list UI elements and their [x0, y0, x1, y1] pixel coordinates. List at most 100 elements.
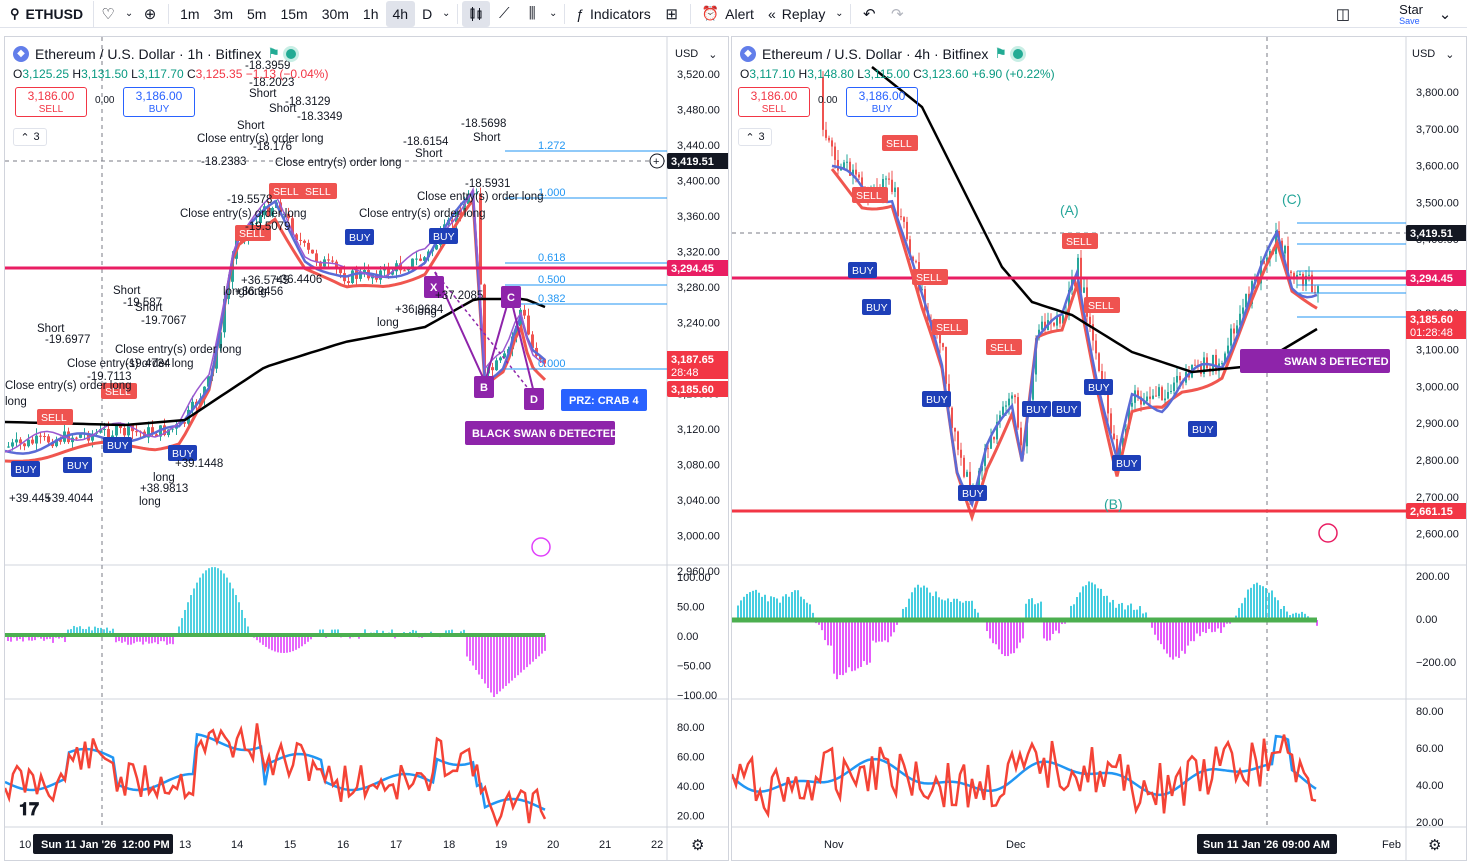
macd-histogram-bar [478, 635, 480, 675]
interval-1h[interactable]: 1h [362, 5, 379, 22]
macd-histogram-bar [31, 635, 33, 641]
macd-histogram-bar [929, 592, 931, 620]
macd-histogram-bar [833, 620, 835, 674]
crosshair-date-label: Sun 11 Jan '26 [1203, 839, 1278, 851]
interval-3m[interactable]: 3m [213, 5, 233, 22]
indicators-collapse-button[interactable]: ⌃ 3 [13, 128, 47, 146]
price-tick: 0.00 [1416, 614, 1437, 626]
macd-histogram-bar [133, 635, 135, 644]
candle-body [912, 256, 914, 262]
signal-buy-box [429, 228, 458, 244]
interval-5m[interactable]: 5m [247, 5, 267, 22]
strategy-annotation: +37.2085 [435, 290, 483, 302]
macd-histogram-bar [1022, 620, 1024, 639]
candle-body [67, 431, 70, 443]
candle-body [1113, 433, 1115, 439]
signal-buy-label: BUY [866, 302, 888, 314]
chart-pane-left[interactable]: 3,520.00 3,480.00 3,440.00 3,400.00 3,360.00… [4, 36, 729, 861]
buy-button[interactable]: 3,186.00 BUY [123, 87, 195, 117]
sell-button[interactable]: 3,186.00 SELL [15, 87, 87, 117]
chart-canvas-right[interactable]: 3,800.003,700.003,600.003,500.003,400.00… [732, 37, 1467, 861]
strategy-annotation: Short [473, 132, 501, 144]
symbol-search[interactable]: ⚲ ETHUSD [0, 0, 95, 27]
strategy-annotation: +38.9813 [140, 483, 188, 495]
harmonic-point-label: B [480, 382, 488, 394]
currency-selector[interactable]: USD ⌄ [1412, 48, 1455, 61]
macd-histogram-bar [463, 629, 465, 635]
indicators-collapse-button[interactable]: ⌃ 3 [738, 128, 772, 146]
macd-histogram-bar [1208, 620, 1210, 629]
macd-histogram-bar [1265, 588, 1267, 620]
macd-histogram-bar [917, 584, 919, 620]
macd-histogram-bar [391, 629, 393, 635]
macd-histogram-bar [989, 620, 991, 639]
candle-body [1317, 286, 1319, 293]
chart-legend-left: ◆ Ethereum / U.S. Dollar · 1h · Bitfinex… [13, 45, 296, 62]
interval-15m[interactable]: 15m [280, 5, 308, 22]
chevron-down-icon[interactable]: ⌄ [442, 8, 451, 19]
candle-body [47, 436, 50, 443]
macd-histogram-bar [1169, 620, 1171, 658]
line-chart-icon[interactable]: ⟋ [498, 5, 510, 22]
macd-histogram-bar [836, 620, 838, 680]
signal-buy-box [1112, 455, 1141, 471]
indicators-button[interactable]: ƒ Indicators [576, 5, 651, 22]
candle-body [1053, 322, 1055, 326]
macd-histogram-bar [109, 630, 111, 635]
macd-histogram-bar [112, 628, 114, 635]
buy-button[interactable]: 3,186.00 BUY [846, 87, 918, 117]
price-tick: 60.00 [677, 752, 705, 764]
macd-histogram-bar [1031, 598, 1033, 620]
alert-button[interactable]: ⏰ Alert [701, 5, 754, 22]
replay-button[interactable]: « Replay [767, 5, 826, 22]
candle-body [1155, 395, 1157, 397]
macd-histogram-bar [809, 604, 811, 620]
chevron-down-icon[interactable]: ⌄ [124, 8, 134, 19]
candles-icon[interactable] [462, 0, 491, 27]
layouts-icon[interactable]: ⊞ [665, 5, 678, 23]
ask-price-label: 3,185.60 [671, 384, 714, 396]
panel-toggle-icon[interactable]: ◫ [1335, 6, 1351, 23]
chevron-down-icon[interactable]: ⌄ [835, 8, 844, 19]
signal-buy-label: BUY [349, 232, 371, 244]
macd-histogram-bar [1277, 600, 1279, 620]
macd-histogram-bar [226, 577, 228, 635]
save-layout[interactable]: Star Save [1399, 0, 1423, 28]
macd-histogram-bar [178, 626, 180, 635]
swan-box [1240, 349, 1390, 373]
add-symbol-icon[interactable]: ⊕ [143, 5, 157, 23]
macd-histogram-bar [196, 582, 198, 635]
candle-body [843, 162, 845, 169]
macd-histogram-bar [893, 620, 895, 633]
price-tick: 2,800.00 [1416, 455, 1459, 467]
compare-icon[interactable]: ♡ [101, 5, 115, 23]
interval-d[interactable]: D [422, 5, 433, 22]
macd-histogram-bar [1100, 588, 1102, 620]
chevron-down-icon[interactable]: ⌄ [1438, 6, 1452, 23]
indicators-icon: ƒ [576, 5, 584, 22]
strategy-annotation: Short [37, 323, 65, 335]
signal-buy-box [103, 437, 132, 453]
macd-histogram-bar [91, 630, 93, 635]
interval-1m[interactable]: 1m [180, 5, 200, 22]
macd-histogram-bar [812, 612, 814, 620]
macd-histogram-bar [1268, 592, 1270, 620]
macd-histogram-bar [79, 626, 81, 635]
interval-4h[interactable]: 4h [385, 0, 416, 27]
macd-histogram-bar [412, 629, 414, 635]
currency-selector[interactable]: USD ⌄ [675, 48, 718, 61]
macd-histogram-bar [848, 620, 850, 668]
sell-button[interactable]: 3,186.00 SELL [738, 87, 810, 117]
undo-icon[interactable]: ↶ [863, 5, 876, 23]
bars-icon[interactable]: ⫼ [528, 5, 536, 22]
chart-pane-right[interactable]: 3,800.003,700.003,600.003,500.003,400.00… [731, 36, 1467, 861]
signal-buy-label: BUY [1116, 458, 1138, 470]
price-tick: −50.00 [677, 661, 711, 673]
redo-icon[interactable]: ↷ [891, 5, 904, 23]
gear-icon[interactable]: ⚙ [691, 837, 705, 854]
candle-body [491, 367, 494, 371]
chevron-down-icon[interactable]: ⌄ [549, 8, 558, 19]
gear-icon[interactable]: ⚙ [1428, 837, 1442, 854]
chart-canvas-left[interactable]: 3,520.00 3,480.00 3,440.00 3,400.00 3,360.00… [5, 37, 729, 861]
interval-30m[interactable]: 30m [321, 5, 349, 22]
